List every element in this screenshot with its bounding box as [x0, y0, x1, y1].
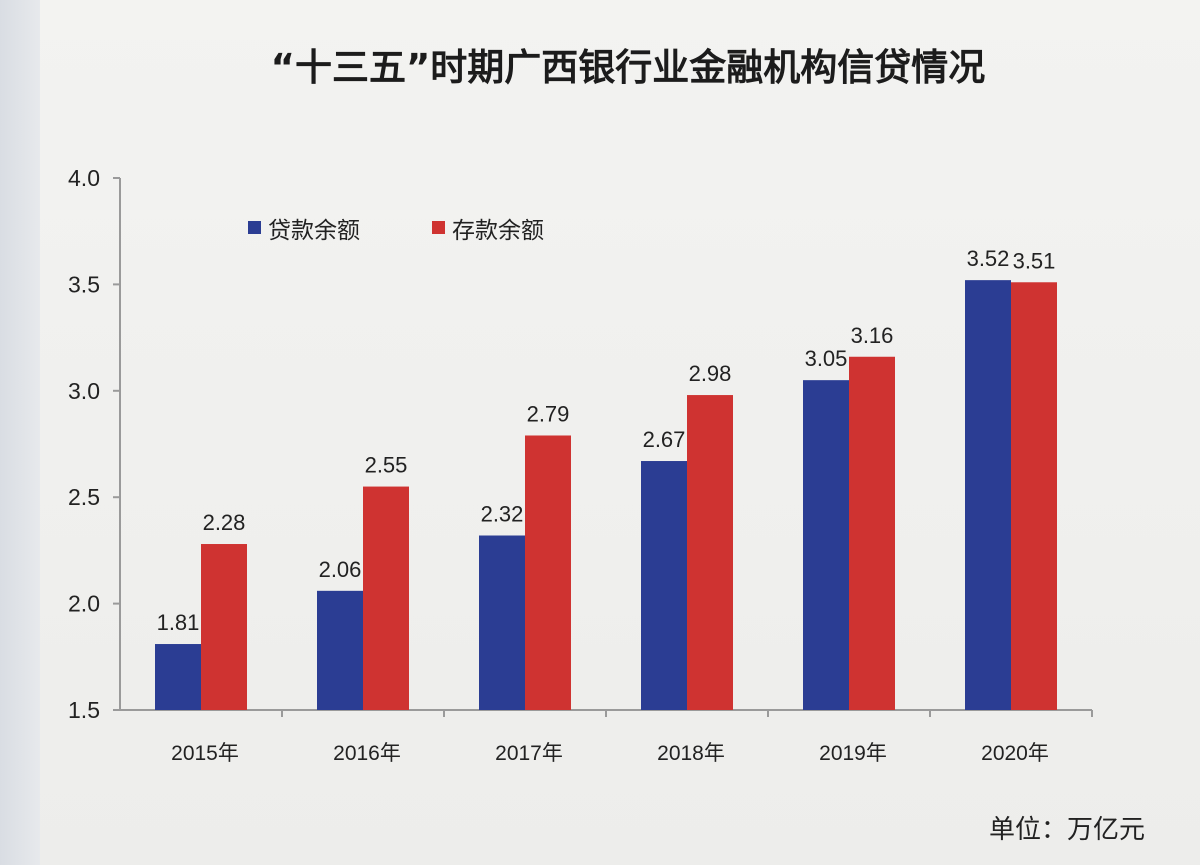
legend-swatch [248, 221, 261, 234]
bars: 1.81 2.28 2.06 2.55 2.32 2.79 2.67 2.98 3.053.16… [155, 246, 1057, 710]
bar-deposit [1011, 282, 1057, 710]
data-label: 2.67 [643, 427, 686, 452]
data-label: 3.51 [1013, 248, 1056, 273]
legend-swatch [432, 221, 445, 234]
x-tick-label: 2018年 [657, 742, 725, 765]
legend-label: 存款余额 [452, 218, 544, 244]
data-label: 3.52 [967, 246, 1010, 271]
data-label: 2.28 [203, 510, 246, 535]
y-tick-label: 2.5 [68, 484, 100, 510]
legend: 贷款余额 存款余额 [248, 218, 544, 244]
data-label: 2.55 [365, 453, 408, 478]
bar-loan [803, 380, 849, 710]
y-tick-label: 2.0 [68, 591, 100, 617]
data-label: 2.98 [689, 361, 732, 386]
x-tick-label: 2020年 [981, 742, 1049, 765]
bar-loan [317, 590, 363, 710]
data-label: 2.79 [527, 401, 570, 426]
x-tick-label: 2019年 [819, 742, 887, 765]
unit-label: 单位：万亿元 [989, 815, 1145, 845]
bar-loan [479, 535, 525, 710]
data-label: 2.06 [319, 557, 362, 582]
bar-loan [641, 461, 687, 710]
bar-loan [965, 280, 1011, 710]
y-tick-label: 1.5 [68, 697, 100, 723]
y-tick-label: 3.5 [68, 271, 100, 297]
bar-deposit [849, 356, 895, 710]
bar-loan [155, 644, 201, 710]
bar-deposit [525, 435, 571, 710]
bar-deposit [201, 544, 247, 710]
data-label: 2.32 [481, 502, 524, 527]
x-tick-label: 2016年 [333, 742, 401, 765]
x-tick-label: 2015年 [171, 742, 239, 765]
legend-label: 贷款余额 [268, 218, 360, 244]
data-label: 3.05 [805, 346, 848, 371]
axes: 1.5 2.0 2.5 3.0 3.5 4.0 2015年 2016年 2017年 2018年 20… [68, 165, 1093, 765]
y-tick-label: 3.0 [68, 378, 100, 404]
y-tick-label: 4.0 [68, 165, 100, 191]
bar-deposit [363, 486, 409, 710]
bar-deposit [687, 395, 733, 710]
data-label: 3.16 [851, 323, 894, 348]
data-label: 1.81 [157, 610, 200, 635]
chart-title: “十三五”时期广西银行业金融机构信贷情况 [271, 46, 986, 89]
x-tick-label: 2017年 [495, 742, 563, 765]
